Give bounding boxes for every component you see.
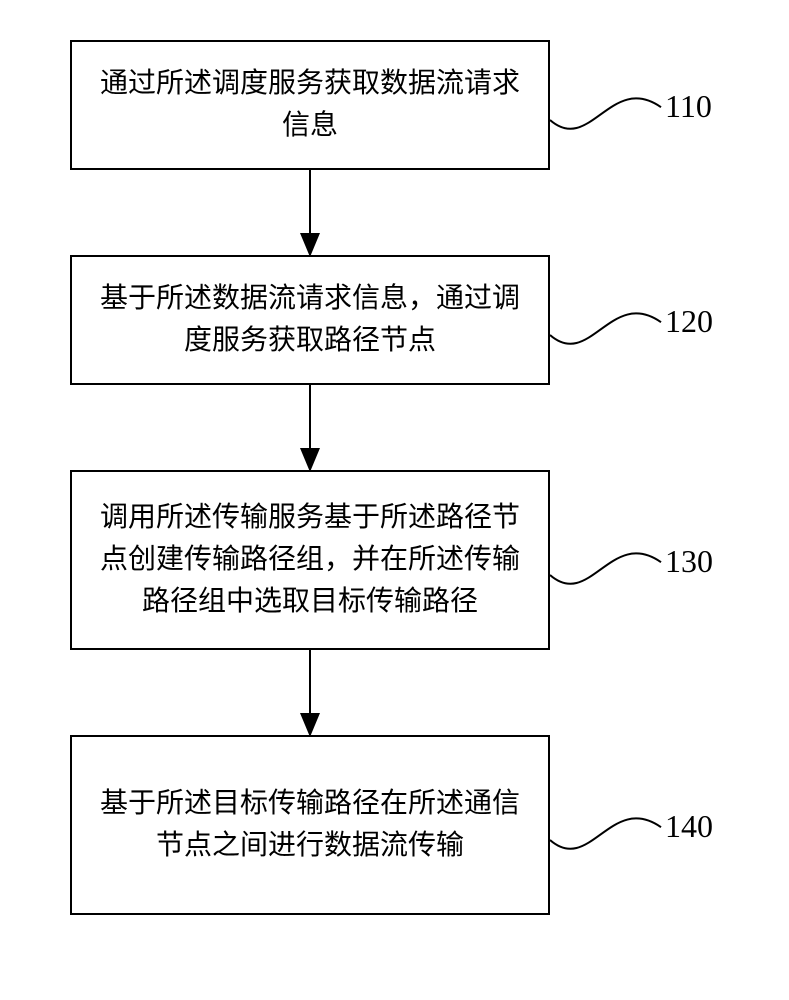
flow-step-text: 基于所述数据流请求信息，通过调度服务获取路径节点	[92, 278, 528, 362]
label-connector	[550, 818, 661, 848]
step-label-120: 120	[665, 303, 713, 340]
flow-step-b2: 基于所述数据流请求信息，通过调度服务获取路径节点	[70, 255, 550, 385]
flow-step-b4: 基于所述目标传输路径在所述通信节点之间进行数据流传输	[70, 735, 550, 915]
flow-step-text: 基于所述目标传输路径在所述通信节点之间进行数据流传输	[92, 783, 528, 867]
step-label-110: 110	[665, 88, 712, 125]
flow-step-b1: 通过所述调度服务获取数据流请求信息	[70, 40, 550, 170]
step-label-140: 140	[665, 808, 713, 845]
label-connector	[550, 98, 661, 128]
flow-step-b3: 调用所述传输服务基于所述路径节点创建传输路径组，并在所述传输路径组中选取目标传输…	[70, 470, 550, 650]
flow-step-text: 调用所述传输服务基于所述路径节点创建传输路径组，并在所述传输路径组中选取目标传输…	[92, 497, 528, 623]
flow-step-text: 通过所述调度服务获取数据流请求信息	[92, 63, 528, 147]
label-connector	[550, 313, 661, 343]
flowchart-canvas: 通过所述调度服务获取数据流请求信息基于所述数据流请求信息，通过调度服务获取路径节…	[0, 0, 789, 1000]
step-label-130: 130	[665, 543, 713, 580]
label-connector	[550, 553, 661, 583]
